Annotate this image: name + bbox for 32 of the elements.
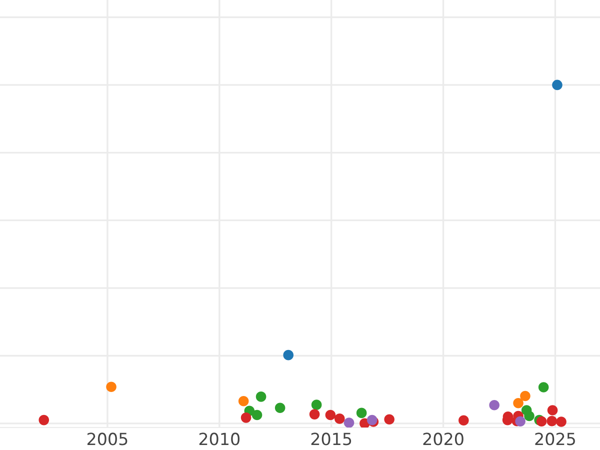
point [325,410,336,420]
point [238,396,249,406]
point [252,410,262,420]
point [334,414,345,424]
point [546,416,558,426]
point [536,416,547,427]
point [311,400,322,410]
point [274,402,286,414]
point [489,400,500,410]
x-tick-label: 2015 [311,432,352,446]
point [515,416,526,427]
point [309,409,320,420]
point [538,382,549,392]
point [38,414,50,426]
x-tick-label: 2025 [535,432,575,446]
point [513,398,524,408]
point [524,410,534,422]
point [556,416,566,427]
point [384,414,394,425]
x-tick-label: 2010 [199,432,240,446]
point [520,390,530,402]
point [547,405,558,416]
point [458,415,469,426]
point [356,408,367,418]
point [256,392,266,402]
point [106,382,116,392]
x-tick-label: 2005 [87,432,128,446]
point [552,80,562,90]
point [283,350,294,360]
point [240,412,252,423]
point [344,418,354,428]
x-tick-label: 2020 [423,432,464,446]
